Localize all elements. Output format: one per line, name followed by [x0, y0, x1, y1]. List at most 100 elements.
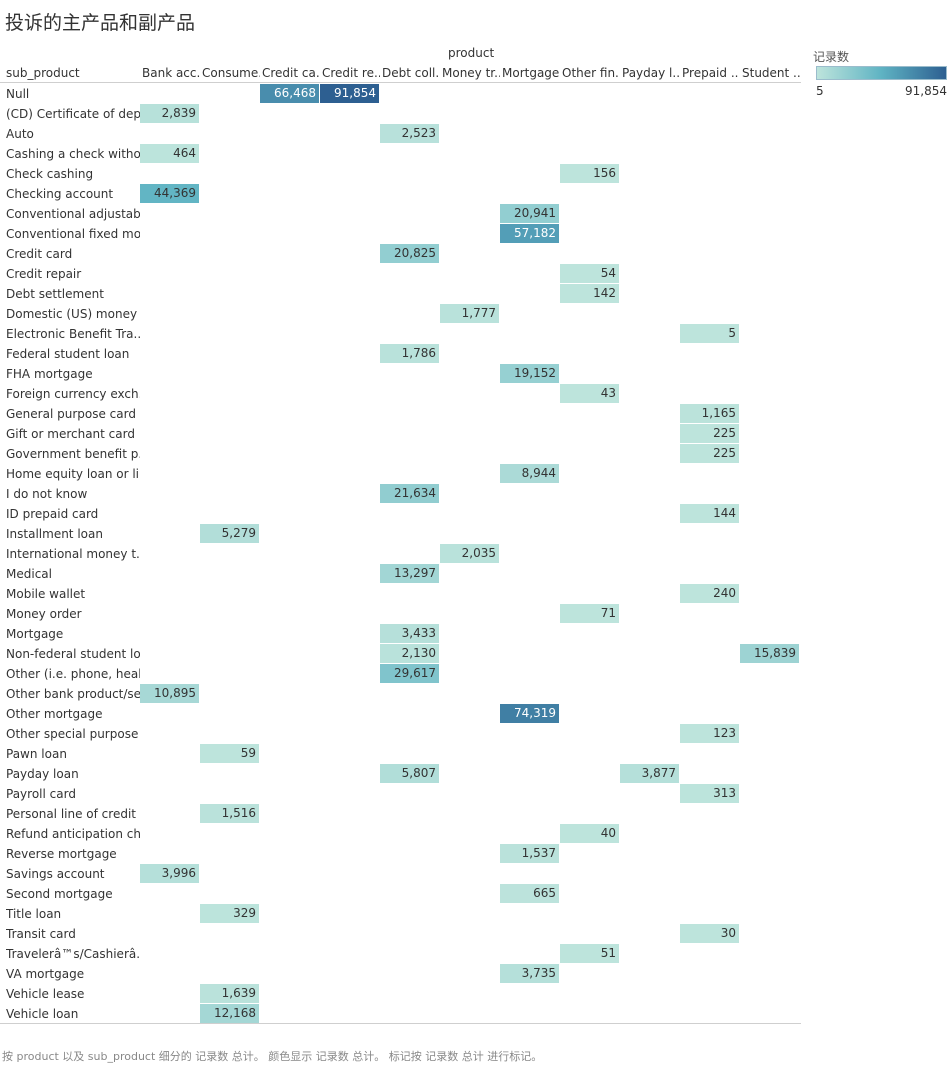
heatmap-cell[interactable]: 13,297 [380, 564, 439, 583]
row-label[interactable]: Credit repair [6, 267, 82, 281]
row-label[interactable]: Gift or merchant card [6, 427, 135, 441]
row-label[interactable]: (CD) Certificate of dep.. [6, 107, 140, 121]
heatmap-cell[interactable]: 3,996 [140, 864, 199, 883]
row-label[interactable]: I do not know [6, 487, 88, 501]
column-header[interactable]: Bank acc.. [142, 66, 200, 80]
row-label[interactable]: Government benefit p.. [6, 447, 140, 461]
heatmap-cell[interactable]: 20,941 [500, 204, 559, 223]
row-label[interactable]: Electronic Benefit Tra.. [6, 327, 140, 341]
row-label[interactable]: Payday loan [6, 767, 79, 781]
row-label[interactable]: Refund anticipation ch.. [6, 827, 140, 841]
row-label[interactable]: Cashing a check witho.. [6, 147, 140, 161]
row-label[interactable]: Foreign currency exch.. [6, 387, 140, 401]
heatmap-cell[interactable]: 10,895 [140, 684, 199, 703]
heatmap-cell[interactable]: 5 [680, 324, 739, 343]
heatmap-cell[interactable]: 91,854 [320, 84, 379, 103]
column-header[interactable]: Other fin.. [562, 66, 620, 80]
heatmap-cell[interactable]: 2,130 [380, 644, 439, 663]
heatmap-cell[interactable]: 3,433 [380, 624, 439, 643]
heatmap-cell[interactable]: 19,152 [500, 364, 559, 383]
heatmap-cell[interactable]: 240 [680, 584, 739, 603]
heatmap-cell[interactable]: 40 [560, 824, 619, 843]
row-label[interactable]: Auto [6, 127, 34, 141]
row-label[interactable]: Title loan [6, 907, 62, 921]
row-label[interactable]: VA mortgage [6, 967, 85, 981]
column-header[interactable]: Mortgage [502, 66, 560, 80]
row-label[interactable]: Transit card [6, 927, 76, 941]
row-label[interactable]: Travelerâ™s/Cashierâ.. [6, 947, 140, 961]
row-label[interactable]: Mobile wallet [6, 587, 86, 601]
heatmap-cell[interactable]: 3,877 [620, 764, 679, 783]
row-label[interactable]: Conventional adjustab.. [6, 207, 140, 221]
row-label[interactable]: Other (i.e. phone, heal.. [6, 667, 140, 681]
heatmap-cell[interactable]: 20,825 [380, 244, 439, 263]
row-label[interactable]: ID prepaid card [6, 507, 99, 521]
row-label[interactable]: Pawn loan [6, 747, 67, 761]
row-label[interactable]: Conventional fixed mo.. [6, 227, 140, 241]
row-label[interactable]: Other mortgage [6, 707, 103, 721]
legend-color-ramp[interactable] [816, 66, 947, 80]
row-label[interactable]: Checking account [6, 187, 114, 201]
row-label[interactable]: Federal student loan [6, 347, 130, 361]
heatmap-cell[interactable]: 2,523 [380, 124, 439, 143]
heatmap-cell[interactable]: 59 [200, 744, 259, 763]
heatmap-cell[interactable]: 2,035 [440, 544, 499, 563]
row-label[interactable]: Vehicle loan [6, 1007, 79, 1021]
row-label[interactable]: Debt settlement [6, 287, 104, 301]
heatmap-cell[interactable]: 1,777 [440, 304, 499, 323]
row-label[interactable]: Installment loan [6, 527, 103, 541]
heatmap-cell[interactable]: 57,182 [500, 224, 559, 243]
row-label[interactable]: Money order [6, 607, 82, 621]
row-label[interactable]: Home equity loan or li.. [6, 467, 140, 481]
row-label[interactable]: Savings account [6, 867, 105, 881]
column-header[interactable]: Student .. [742, 66, 800, 80]
row-label[interactable]: General purpose card [6, 407, 136, 421]
column-header[interactable]: Money tr.. [442, 66, 500, 80]
column-header[interactable]: Payday l.. [622, 66, 680, 80]
heatmap-cell[interactable]: 2,839 [140, 104, 199, 123]
heatmap-cell[interactable]: 74,319 [500, 704, 559, 723]
heatmap-cell[interactable]: 51 [560, 944, 619, 963]
row-label[interactable]: Domestic (US) money .. [6, 307, 140, 321]
heatmap-cell[interactable]: 66,468 [260, 84, 319, 103]
heatmap-cell[interactable]: 142 [560, 284, 619, 303]
row-label[interactable]: Other special purpose .. [6, 727, 140, 741]
heatmap-cell[interactable]: 1,786 [380, 344, 439, 363]
heatmap-cell[interactable]: 144 [680, 504, 739, 523]
heatmap-cell[interactable]: 12,168 [200, 1004, 259, 1023]
heatmap-cell[interactable]: 329 [200, 904, 259, 923]
row-label[interactable]: Reverse mortgage [6, 847, 117, 861]
heatmap-cell[interactable]: 1,165 [680, 404, 739, 423]
row-label[interactable]: International money t.. [6, 547, 140, 561]
heatmap-cell[interactable]: 313 [680, 784, 739, 803]
heatmap-cell[interactable]: 1,537 [500, 844, 559, 863]
heatmap-cell[interactable]: 225 [680, 424, 739, 443]
column-header[interactable]: Credit ca.. [262, 66, 320, 80]
heatmap-cell[interactable]: 21,634 [380, 484, 439, 503]
row-label[interactable]: Check cashing [6, 167, 94, 181]
heatmap-cell[interactable]: 30 [680, 924, 739, 943]
heatmap-cell[interactable]: 8,944 [500, 464, 559, 483]
column-header[interactable]: Consume.. [202, 66, 260, 80]
row-label[interactable]: Other bank product/se.. [6, 687, 140, 701]
heatmap-cell[interactable]: 44,369 [140, 184, 199, 203]
heatmap-cell[interactable]: 54 [560, 264, 619, 283]
row-label[interactable]: Mortgage [6, 627, 64, 641]
column-header[interactable]: Prepaid .. [682, 66, 739, 80]
column-header[interactable]: Debt coll.. [382, 66, 440, 80]
heatmap-cell[interactable]: 71 [560, 604, 619, 623]
row-label[interactable]: Personal line of credit [6, 807, 136, 821]
heatmap-cell[interactable]: 156 [560, 164, 619, 183]
heatmap-cell[interactable]: 5,279 [200, 524, 259, 543]
heatmap-cell[interactable]: 3,735 [500, 964, 559, 983]
row-label[interactable]: Non-federal student lo.. [6, 647, 140, 661]
heatmap-cell[interactable]: 1,639 [200, 984, 259, 1003]
row-label[interactable]: Null [6, 87, 30, 101]
heatmap-cell[interactable]: 15,839 [740, 644, 799, 663]
heatmap-cell[interactable]: 5,807 [380, 764, 439, 783]
row-label[interactable]: FHA mortgage [6, 367, 93, 381]
row-label[interactable]: Medical [6, 567, 52, 581]
heatmap-cell[interactable]: 665 [500, 884, 559, 903]
row-label[interactable]: Vehicle lease [6, 987, 85, 1001]
heatmap-cell[interactable]: 43 [560, 384, 619, 403]
